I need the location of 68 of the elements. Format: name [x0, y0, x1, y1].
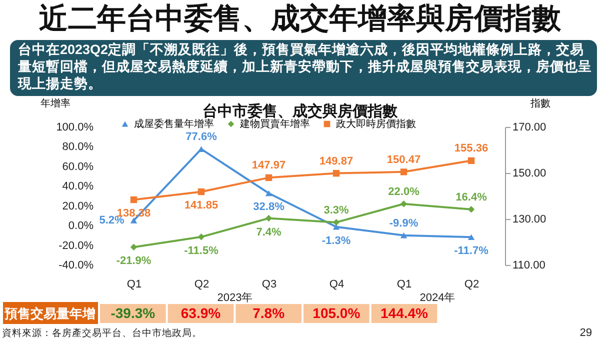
- data-label: 155.36: [454, 142, 488, 155]
- data-label: -1.3%: [322, 234, 351, 247]
- point: [265, 214, 272, 222]
- y2-tick-label: 130.00: [512, 214, 546, 226]
- x-tick-label: Q3: [262, 278, 277, 290]
- data-label: 3.3%: [324, 204, 349, 216]
- source-note: 資料來源：各房產交易平台、台中市地政局。: [2, 327, 202, 339]
- legend-label: 政大即時房價指數: [336, 118, 416, 130]
- point: [332, 170, 340, 177]
- data-label: 16.4%: [456, 191, 488, 204]
- x-tick-label: Q2: [194, 278, 210, 290]
- y2-axis-title: 指數: [530, 98, 550, 110]
- text: 144.4%: [380, 305, 428, 321]
- point: [130, 244, 138, 251]
- chart-subtitle: 台中在2023Q2定調「不溯及既往」後，預售買氣年增逾六成，後因平均地權條例上路，交易量短暫回檔，但成屋交易熱度延續，加上新青安帶動下，推升成屋與預售交易表現，房價也呈現上揚走勢。: [17, 41, 592, 91]
- text: 台中市委售、成交與房價指數: [202, 102, 398, 120]
- y-tick-label: 100.0%: [56, 122, 94, 134]
- data-label: -11.5%: [184, 244, 219, 257]
- data-label: 141.85: [184, 200, 218, 212]
- data-label: -11.7%: [454, 245, 489, 258]
- point: [265, 174, 272, 182]
- data-label: 147.97: [252, 160, 286, 172]
- data-label: 150.47: [386, 154, 421, 166]
- point: [400, 200, 408, 208]
- text: 2024年: [420, 292, 456, 304]
- data-label: 7.4%: [256, 226, 282, 238]
- y2-tick-label: 170.00: [512, 122, 546, 134]
- x-tick-label: Q1: [126, 278, 142, 290]
- text: -39.3%: [110, 305, 156, 321]
- y-tick-label: 20.0%: [62, 200, 94, 212]
- point: [265, 190, 272, 196]
- legend-label: 成屋委售量年增率: [134, 118, 214, 130]
- y-axis-title: 年增率: [40, 98, 70, 110]
- y-tick-label: -20.0%: [58, 240, 94, 252]
- point: [400, 232, 408, 238]
- y-tick-label: 60.0%: [62, 160, 94, 173]
- x-tick-label: Q1: [396, 278, 412, 290]
- legend-label: 建物買賣年增率: [239, 118, 310, 130]
- text: 105.0%: [312, 305, 360, 321]
- x-tick-label: Q2: [464, 278, 480, 290]
- y2-tick-label: 110.00: [512, 260, 546, 272]
- text: 7.8%: [252, 305, 285, 321]
- data-label: 149.87: [319, 155, 354, 168]
- point: [198, 234, 205, 240]
- data-label: 32.8%: [253, 201, 285, 214]
- data-label: 22.0%: [388, 186, 420, 198]
- text: 63.9%: [180, 305, 221, 321]
- chart-title: 近二年台中委售、成交年增率與房價指數: [39, 2, 562, 35]
- point: [332, 218, 340, 226]
- y-tick-label: -40.0%: [58, 260, 94, 272]
- x-tick-label: Q4: [329, 278, 344, 290]
- y-tick-label: 40.0%: [62, 180, 94, 193]
- point: [198, 188, 205, 196]
- data-label: -9.9%: [389, 217, 418, 230]
- point: [198, 146, 205, 152]
- text: 預售交易量年增: [4, 306, 96, 321]
- y2-tick-label: 150.00: [512, 168, 546, 180]
- point: [400, 168, 408, 176]
- text: 29: [580, 327, 592, 339]
- point: [468, 206, 475, 213]
- data-label: -21.9%: [116, 255, 152, 268]
- y-tick-label: 0.0%: [68, 220, 94, 232]
- point: [468, 234, 475, 240]
- data-label: 77.6%: [186, 131, 218, 144]
- y-tick-label: 80.0%: [62, 141, 94, 154]
- text: 2023年: [217, 292, 253, 304]
- point: [130, 196, 138, 204]
- point: [468, 157, 475, 164]
